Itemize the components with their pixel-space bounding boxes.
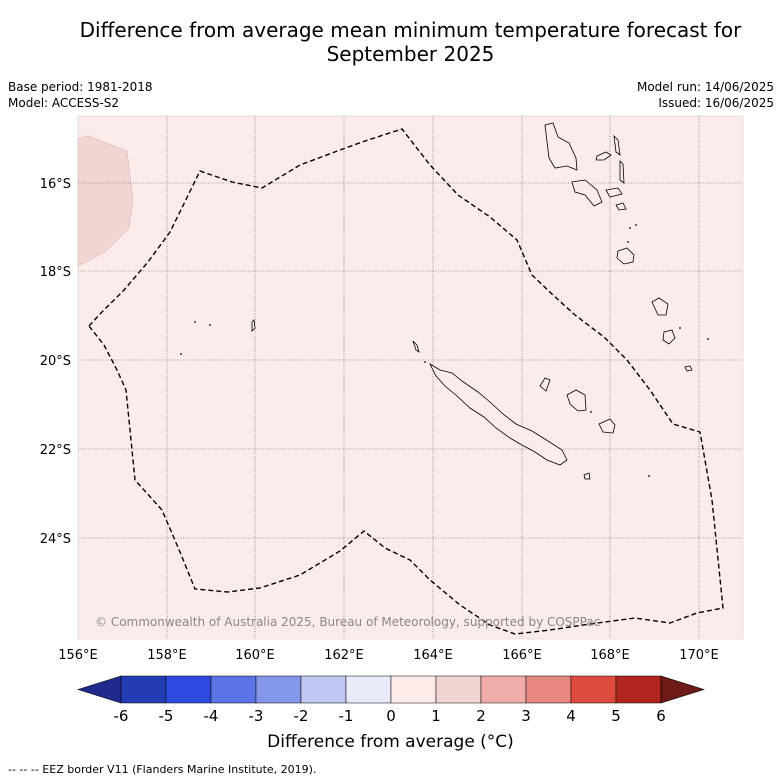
copyright-text: © Commonwealth of Australia 2025, Bureau… [95,615,600,629]
small-islets [180,224,709,477]
colorbar-segment [165,675,212,704]
longitude-label: 170°E [679,648,719,663]
efate-island [616,247,635,265]
model-run: Model run: 14/06/2025 [636,80,774,94]
eez-source-note: -- -- -- EEZ border V11 (Flanders Marine… [8,763,317,776]
meta-right: Model run: 14/06/2025 Issued: 16/06/2025 [637,79,774,111]
coastlines [251,122,693,480]
gridlines [78,116,743,639]
colorbar-segment [570,675,617,704]
colorbar-tick-label: -4 [204,707,219,725]
colorbar-tick-label: -6 [114,707,129,725]
ouvea-island [539,377,551,392]
new-caledonia-mainland [429,362,568,466]
meta-left: Base period: 1981-2018 Model: ACCESS-S2 [8,79,153,111]
map-title: Difference from average mean minimum tem… [40,18,781,66]
tanna-island [662,329,676,345]
islet [679,327,681,329]
espiritu-santo-island [544,122,578,171]
islet [209,324,211,326]
colorbar-segment [345,675,392,704]
colorbar-tick-label: 3 [521,707,531,725]
eez-border [88,128,724,635]
chesterfield-reef [251,319,256,332]
islet [590,411,592,413]
epi-island [615,202,627,211]
colorbar-segment [390,675,437,704]
colorbar-tick-label: 6 [656,707,666,725]
longitude-labels: 156°E 158°E 160°E 162°E 164°E 166°E 168°E 170°E [58,648,719,663]
colorbar-tick-label: 1 [431,707,441,725]
colorbar-tick-label: 4 [566,707,576,725]
map-background [78,116,743,639]
map-panel: © Commonwealth of Australia 2025, Bureau… [77,115,744,640]
colorbar-extension-low [76,675,122,704]
islet [424,361,426,363]
map-frame [77,115,744,640]
colorbar-segment [525,675,572,704]
islet [194,321,196,323]
base-period: Base period: 1981-2018 [8,80,153,94]
longitude-label: 168°E [590,648,630,663]
longitude-label: 156°E [58,648,98,663]
lifou-island [566,389,587,412]
issued-date: Issued: 16/06/2025 [658,96,774,110]
colorbar-extension-high [660,675,706,704]
colorbar-segment [480,675,527,704]
aneityum-island [684,365,693,372]
colorbar-tick-label: -5 [159,707,174,725]
islet [635,224,637,226]
latitude-label: 24°S [40,532,71,547]
malakula-island [571,179,603,207]
latitude-label: 18°S [40,265,71,280]
colorbar-tick-label: 5 [611,707,621,725]
colorbar-segment [300,675,347,704]
maewo-island [613,134,621,156]
colorbar-segment [615,675,662,704]
colorbar-tick-label: -3 [249,707,264,725]
colorbar-segment [210,675,257,704]
ambrym-island [605,187,623,198]
model-name: Model: ACCESS-S2 [8,96,120,110]
latitude-label: 16°S [40,177,71,192]
longitude-label: 164°E [413,648,453,663]
ambae-island [595,151,612,161]
colorbar-segment [435,675,482,704]
title-line-2: September 2025 [326,42,495,66]
latitude-label: 22°S [40,443,71,458]
islet [627,241,629,243]
islet [180,353,182,355]
colorbar-tick-label: 0 [386,707,396,725]
longitude-label: 160°E [235,648,275,663]
islet [629,227,631,229]
warmer-anomaly-patch [77,135,134,267]
colorbar-tick-label: -2 [294,707,309,725]
isle-of-pines [583,472,591,480]
latitude-label: 20°S [40,354,71,369]
islet [648,475,650,477]
longitude-label: 166°E [502,648,542,663]
colorbar-label: Difference from average (°C) [267,732,514,752]
longitude-label: 158°E [147,648,187,663]
colorbar: -6 -5 -4 -3 -2 -1 0 1 2 3 4 5 6 [76,675,706,725]
colorbar-segment [255,675,302,704]
pentecost-island [619,160,625,184]
mare-island [598,418,616,434]
colorbar-tick-label: 2 [476,707,486,725]
title-line-1: Difference from average mean minimum tem… [79,18,742,42]
belep-islands [412,340,420,353]
erromango-island [651,297,669,316]
islet [707,338,709,340]
latitude-labels: 16°S 18°S 20°S 22°S 24°S [40,177,71,547]
colorbar-segment [120,675,167,704]
longitude-label: 162°E [324,648,364,663]
colorbar-tick-label: -1 [339,707,354,725]
